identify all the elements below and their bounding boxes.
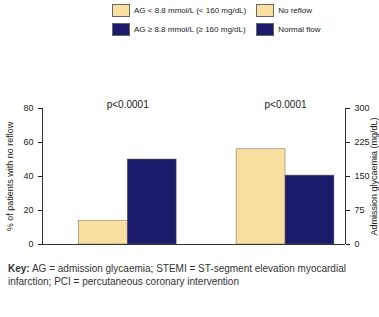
svg-text:150: 150 [355,171,370,181]
html-text:AG < 8.8 mmol/L (< 160 mg/dL): AG < 8.8 mmol/L (< 160 mg/dL) [134,6,247,15]
svg-text:0: 0 [355,239,360,249]
svg-text:% of patients with no reflow: % of patients with no reflow [5,121,15,231]
html-text:AG ≥ 8.8 mmol/L (≥ 160 mg/dL): AG ≥ 8.8 mmol/L (≥ 160 mg/dL) [134,25,246,34]
svg-text:80: 80 [23,103,33,113]
svg-text:p<0.0001: p<0.0001 [265,99,307,110]
svg-text:Admission glycaemia (mg/dL): Admission glycaemia (mg/dL) [369,117,379,235]
svg-text:40: 40 [23,171,33,181]
svg-text:225: 225 [355,137,370,147]
html-text:No reflow: No reflow [278,6,312,15]
html-text:Key: AG = admission glycaemia;: Key: AG = admission glycaemia; STEMI = S… [8,263,346,287]
svg-text:0: 0 [28,239,33,249]
svg-text:p<0.0001: p<0.0001 [107,99,149,110]
svg-text:300: 300 [355,103,370,113]
svg-text:20: 20 [23,205,33,215]
svg-text:75: 75 [355,205,365,215]
svg-text:60: 60 [23,137,33,147]
html-text:Normal flow: Normal flow [278,25,321,34]
